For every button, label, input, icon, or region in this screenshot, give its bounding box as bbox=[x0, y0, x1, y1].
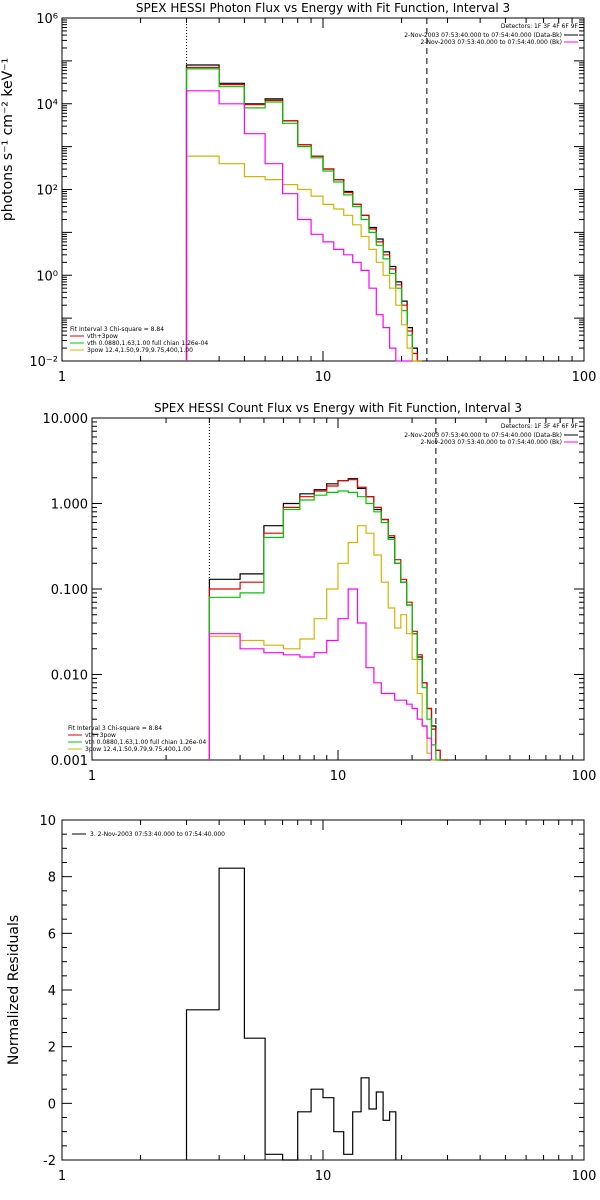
chart-title: SPEX HESSI Photon Flux vs Energy with Fi… bbox=[136, 1, 510, 15]
x-tick-label: 100 bbox=[572, 370, 597, 385]
legend-label: vth 0.0880,1.63,1.00 full chian 1.26e-04 bbox=[87, 340, 208, 347]
fit-summary-label: Fit Interval 3 Chi-square = 8.84 bbox=[70, 326, 164, 333]
series-line-data-bk bbox=[185, 64, 423, 362]
y-tick-label: 10 bbox=[39, 814, 56, 829]
series-line-bk bbox=[208, 588, 433, 760]
y-tick-label: 10⁻² bbox=[29, 355, 58, 370]
legend-label: 2-Nov-2003 07:53:40.000 to 07:54:40.000 … bbox=[420, 39, 562, 46]
chart-title: SPEX HESSI Count Flux vs Energy with Fit… bbox=[154, 401, 522, 415]
y-tick-label: 0 bbox=[48, 1097, 56, 1112]
series-line-3-2-nov-2003-07-53-40-000-to-07-54-40-000 bbox=[185, 867, 397, 1161]
legend-label: vth+3pow bbox=[87, 333, 118, 340]
legend-label: 2-Nov-2003 07:53:40.000 to 07:54:40.000 … bbox=[404, 32, 562, 39]
series-line-vth bbox=[208, 490, 445, 761]
y-tick-label: 10² bbox=[36, 184, 58, 199]
y-tick-label: 6 bbox=[48, 927, 56, 942]
y-tick-label: 10⁴ bbox=[36, 98, 58, 113]
legend-label: 2-Nov-2003 07:53:40.000 to 07:54:40.000 … bbox=[404, 432, 562, 439]
plot-frame bbox=[61, 17, 585, 362]
series-line-bk bbox=[185, 90, 413, 362]
legend-label: 3pow 12.4,1.50,9.79,9.75,400,1.00 bbox=[87, 347, 193, 354]
x-tick-label: 100 bbox=[572, 1169, 597, 1184]
y-tick-label: -2 bbox=[43, 1154, 56, 1169]
x-tick-label: 10 bbox=[315, 1169, 332, 1184]
y-tick-label: 0.100 bbox=[51, 583, 88, 598]
series-line-vth-3pow bbox=[185, 66, 423, 362]
legend-label: vth 0.0880,1.63,1.00 full chian 1.26e-04 bbox=[85, 739, 206, 746]
y-tick-label: 4 bbox=[48, 984, 56, 999]
plot-frame bbox=[61, 819, 585, 1161]
legend-label: 3pow 12.4,1.50,9.79,9.75,400,1.00 bbox=[85, 746, 191, 753]
y-tick-label: 2 bbox=[48, 1041, 56, 1056]
series-line-vth bbox=[185, 68, 418, 362]
series-line-3pow bbox=[208, 525, 436, 761]
y-tick-label: 10⁶ bbox=[36, 12, 58, 27]
x-tick-label: 100 bbox=[572, 769, 597, 784]
chart-panel-1: SPEX HESSI Photon Flux vs Energy with Fi… bbox=[0, 1, 596, 385]
y-tick-label: 1.000 bbox=[51, 498, 88, 513]
detectors-label: Detectors: 1F 3F 4F 6F 9F bbox=[501, 23, 579, 30]
y-axis-label: photons s⁻¹ cm⁻² keV⁻¹ bbox=[0, 58, 16, 221]
fit-summary-label: Fit Interval 3 Chi-square = 8.84 bbox=[68, 725, 162, 732]
y-tick-label: 0.001 bbox=[51, 754, 88, 769]
y-tick-label: 10.000 bbox=[43, 412, 89, 427]
legend-label: 3. 2-Nov-2003 07:53:40.000 to 07:54:40.0… bbox=[90, 831, 225, 838]
x-tick-label: 10 bbox=[330, 769, 347, 784]
x-tick-label: 1 bbox=[58, 370, 66, 385]
series-line-3pow bbox=[185, 155, 423, 362]
y-tick-label: 0.010 bbox=[51, 669, 88, 684]
legend-label: 2-Nov-2003 07:53:40.000 to 07:54:40.000 … bbox=[420, 439, 562, 446]
y-tick-label: 10⁰ bbox=[36, 269, 58, 284]
x-tick-label: 10 bbox=[315, 370, 332, 385]
x-tick-label: 1 bbox=[88, 769, 96, 784]
chart-panel-3: 1 10 100 -2 0 2 4 6 8 10 Normalized Residuals 3. 2-… bbox=[6, 814, 596, 1184]
chart-panel-2: SPEX HESSI Count Flux vs Energy with Fit… bbox=[43, 401, 597, 784]
x-tick-label: 1 bbox=[58, 1169, 66, 1184]
y-tick-label: 8 bbox=[48, 871, 56, 886]
legend-label: vth+3pow bbox=[85, 732, 116, 739]
y-axis-label: Normalized Residuals bbox=[6, 915, 22, 1065]
detectors-label: Detectors: 1F 3F 4F 6F 9F bbox=[501, 423, 579, 430]
